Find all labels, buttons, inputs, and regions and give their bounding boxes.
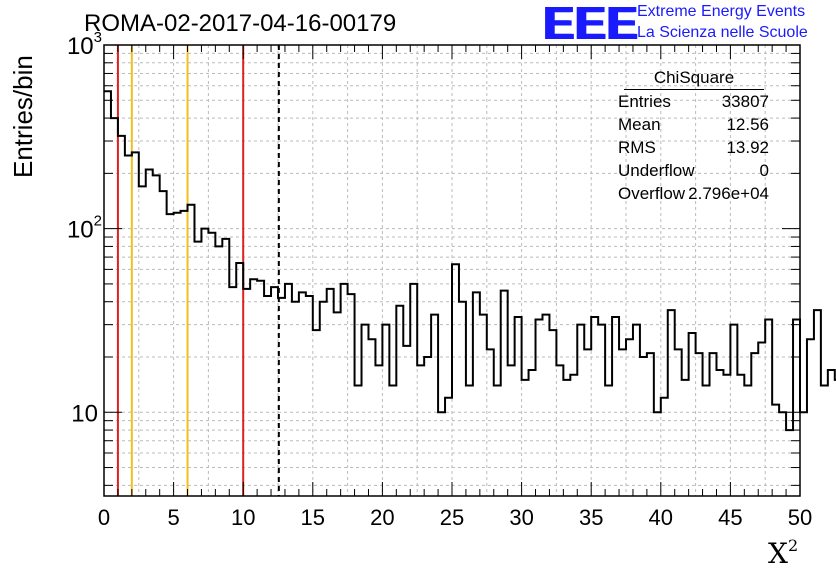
x-tick-label: 30 <box>509 505 533 530</box>
x-tick-label: 50 <box>788 505 812 530</box>
x-axis-label: X2 <box>768 536 798 570</box>
x-axis-label-base: X <box>768 537 788 570</box>
x-tick-label: 10 <box>231 505 255 530</box>
stats-value: 2.796e+04 <box>688 184 769 203</box>
stats-row: Mean 12.56 <box>611 115 777 138</box>
x-tick-label: 0 <box>98 505 110 530</box>
stats-key: RMS <box>618 138 656 157</box>
stats-row: Underflow 0 <box>611 161 777 184</box>
stats-box: ChiSquare Entries 33807 Mean 12.56 RMS 13.9… <box>611 68 777 207</box>
axis-tick-labels: 0 5 10 15 20 25 30 35 40 45 50 103 102 10 <box>67 29 812 530</box>
y-tick-label: 10 <box>71 400 98 427</box>
histogram-line <box>104 90 836 432</box>
stats-row: Entries 33807 <box>611 92 777 115</box>
run-title: ROMA-02-2017-04-16-00179 <box>84 10 397 37</box>
logo-text-line2: La Scienza nelle Scuole <box>637 24 808 41</box>
stats-value: 0 <box>759 161 769 180</box>
stats-value: 13.92 <box>726 138 769 157</box>
stats-key: Overflow <box>618 184 686 203</box>
y-axis-label: Entries/bin <box>8 55 38 178</box>
axis-ticks <box>103 44 801 496</box>
stats-row: Overflow 2.796e+04 <box>611 184 777 207</box>
x-tick-label: 35 <box>579 505 603 530</box>
y-tick-label: 103 <box>67 29 102 60</box>
x-tick-label: 15 <box>301 505 325 530</box>
x-tick-label: 40 <box>649 505 673 530</box>
stats-key: Underflow <box>618 161 695 180</box>
x-axis-label-sup: 2 <box>787 536 799 555</box>
x-tick-label: 45 <box>718 505 742 530</box>
stats-value: 12.56 <box>726 115 769 134</box>
x-tick-label: 20 <box>370 505 394 530</box>
y-tick-label: 102 <box>67 213 102 244</box>
stats-row: RMS 13.92 <box>611 138 777 161</box>
logo-text-line1: Extreme Energy Events <box>637 3 806 20</box>
stats-key: Entries <box>618 92 671 111</box>
stats-value: 33807 <box>721 92 769 111</box>
reference-lines <box>116 45 280 496</box>
stats-title: ChiSquare <box>624 68 764 90</box>
stats-key: Mean <box>618 115 661 134</box>
x-tick-label: 25 <box>440 505 464 530</box>
eee-logo: EEE <box>543 0 639 49</box>
x-tick-label: 5 <box>167 505 179 530</box>
